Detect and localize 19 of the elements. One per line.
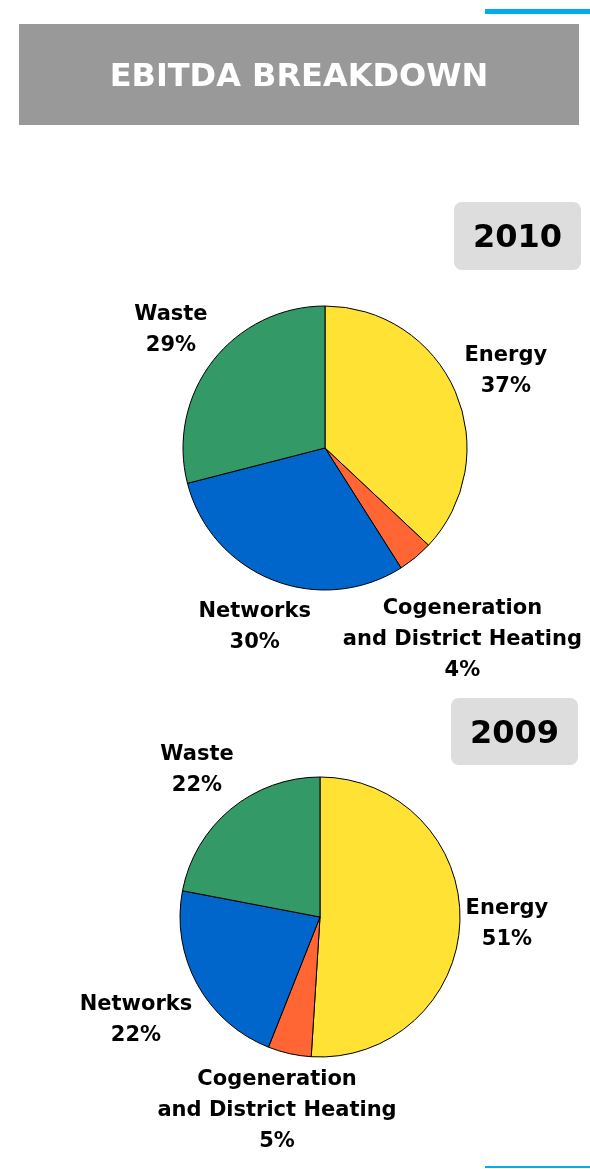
data-label: 30% [229, 629, 280, 654]
slice-label: Networks [198, 598, 311, 623]
chart-title: 2009 [469, 712, 560, 751]
data-label: 5% [259, 1128, 295, 1153]
chart-subtitle: 2010 [472, 217, 563, 255]
data-label: 22% [110, 1021, 162, 1046]
data-label: 22% [171, 771, 223, 796]
slice-label: Networks [79, 990, 193, 1015]
slice-label: Cogeneration and District Heating [342, 594, 583, 650]
data-label: 51% [481, 926, 533, 951]
data-label: 4% [444, 656, 481, 681]
slice-label: Energy [464, 342, 548, 367]
data-label: 37% [480, 373, 531, 398]
slice-label: Energy [465, 895, 549, 920]
slice-label: Waste [134, 300, 208, 325]
slice-label: Waste [160, 740, 234, 765]
chart-title: EBITDA BREAKDOWN [109, 55, 489, 94]
data-label: 29% [145, 331, 197, 356]
slice-label: Cogeneration and District Heating [157, 1066, 397, 1122]
